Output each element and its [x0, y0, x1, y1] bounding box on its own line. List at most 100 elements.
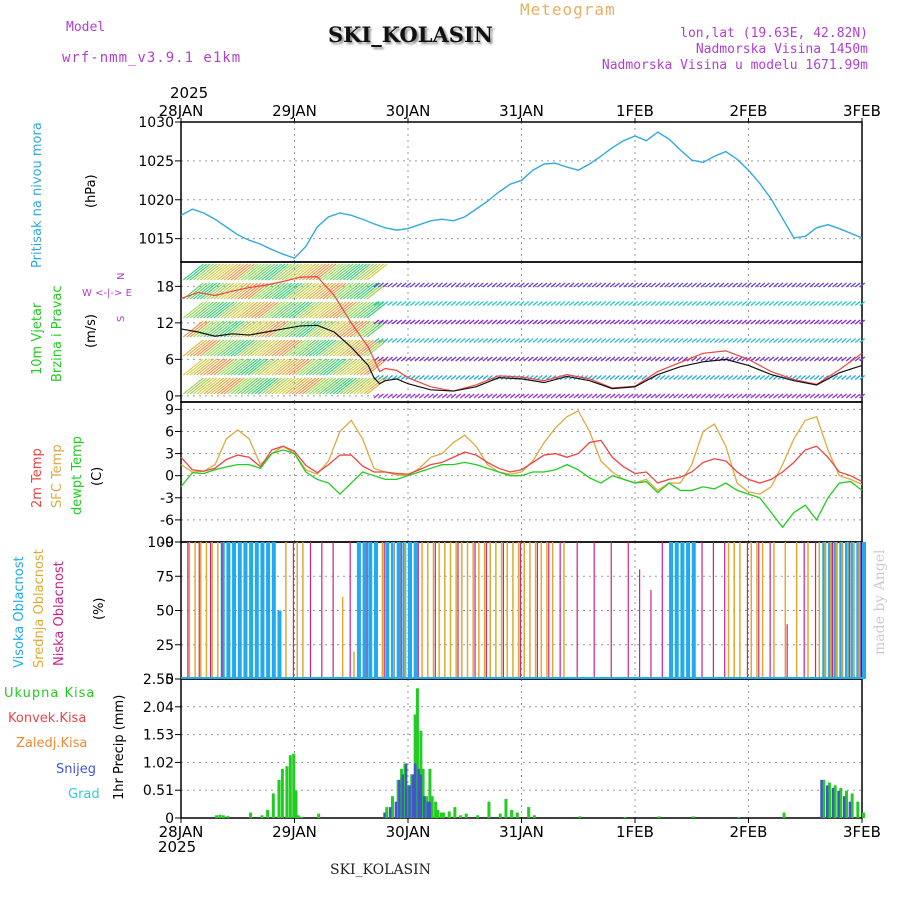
- wind-barb: [223, 263, 245, 281]
- y-tick-label: 1020: [138, 193, 174, 209]
- wind-barb: [536, 337, 543, 344]
- wind-barb: [632, 374, 639, 381]
- wind-barb: [189, 301, 211, 319]
- wind-barb: [237, 358, 259, 376]
- wind-barb: [750, 374, 757, 381]
- cloud-mid-bar: [540, 542, 543, 679]
- wind-barb: [391, 300, 398, 307]
- wind-barb: [428, 393, 434, 399]
- wind-barb: [240, 301, 262, 319]
- wind-barb: [189, 320, 211, 338]
- wind-barb: [366, 377, 388, 395]
- wind-barb: [582, 319, 589, 325]
- wind-barb: [659, 282, 666, 288]
- wind-barb: [342, 263, 364, 281]
- wind-barb: [251, 377, 272, 395]
- wind-barb: [418, 356, 425, 362]
- wind-barb: [244, 377, 265, 395]
- wind-barb: [668, 337, 675, 344]
- precip-total-bar: [850, 793, 854, 818]
- wind-barb: [423, 282, 430, 288]
- wind-barb: [650, 393, 657, 399]
- wind-barb: [841, 356, 847, 362]
- wind-barb: [677, 393, 684, 399]
- wind-barb: [193, 263, 214, 281]
- wind-barb: [496, 282, 502, 288]
- cloud-mid-bar: [404, 542, 406, 679]
- wind-barb: [189, 263, 211, 281]
- wind-barb: [329, 282, 351, 300]
- cloud-low-bar: [650, 589, 652, 679]
- y-tick-label: 6: [165, 424, 174, 440]
- wind-barb: [509, 356, 516, 362]
- wind-barb: [768, 282, 775, 288]
- wind-barb: [414, 300, 421, 307]
- y-tick-label: 1.02: [143, 755, 174, 771]
- wind-barb: [641, 300, 648, 307]
- wind-barb: [536, 282, 543, 288]
- cloud-mid-bar: [427, 542, 429, 679]
- wind-barb: [627, 319, 634, 325]
- wind-barb: [237, 377, 259, 395]
- wind-barb: [686, 374, 693, 381]
- cloud-low-bar: [860, 542, 862, 679]
- precip-total-bar: [280, 768, 284, 818]
- wind-barb: [641, 356, 648, 362]
- wind-barb: [193, 358, 214, 376]
- wind-barb: [695, 356, 702, 362]
- wind-barb: [302, 301, 323, 319]
- x-label-top: 1FEB: [616, 102, 654, 120]
- precip-total-bar: [453, 807, 457, 818]
- wind-barb: [339, 320, 361, 338]
- wind-barb: [261, 263, 282, 281]
- wind-barb: [763, 282, 770, 288]
- wind-barb: [541, 337, 548, 344]
- wind-barb: [237, 301, 259, 319]
- wind-barb: [718, 282, 725, 288]
- wind-barb: [704, 356, 711, 362]
- wind-barb: [193, 339, 214, 357]
- wind-barb: [332, 377, 354, 395]
- wind-barb: [441, 337, 448, 344]
- cloud-mid-bar: [512, 542, 514, 679]
- wind-barb: [754, 356, 761, 362]
- wind-barb: [291, 263, 313, 281]
- wind-barb: [568, 356, 575, 362]
- wind-barb: [220, 320, 242, 338]
- wind-barb: [274, 339, 296, 357]
- wind-barb: [223, 339, 245, 357]
- wind-barb: [336, 339, 357, 357]
- wind-barb: [356, 320, 378, 338]
- wind-barb: [677, 282, 684, 288]
- wind-barb: [732, 300, 739, 307]
- x-label-bottom: 2FEB: [730, 823, 768, 841]
- wind-barb: [186, 358, 208, 376]
- precip-snow-bar: [388, 807, 392, 818]
- wind-barb: [315, 339, 337, 357]
- wind-barb: [342, 377, 364, 395]
- wind-barb: [795, 300, 802, 307]
- precip-total-bar: [434, 801, 438, 818]
- wind-barb: [274, 301, 296, 319]
- wind-barb: [636, 374, 643, 381]
- precip-snow-bar: [413, 763, 417, 818]
- wind-barb: [182, 320, 204, 338]
- wind-barb: [437, 282, 443, 288]
- wind-barb: [308, 320, 330, 338]
- wind-barb: [600, 282, 607, 288]
- wind-barb: [271, 377, 293, 395]
- x-label-top: 28JAN: [159, 102, 204, 120]
- cloud-low-bar: [724, 542, 726, 679]
- wind-barb: [268, 320, 289, 338]
- wind-barb: [247, 339, 269, 357]
- cloud-mid-bar: [438, 542, 440, 679]
- wind-barb: [823, 319, 829, 325]
- wind-barb: [832, 319, 838, 325]
- wind-barb: [418, 300, 425, 307]
- wind-barb: [230, 377, 252, 395]
- wind-barb: [505, 300, 512, 307]
- wind-barb: [305, 377, 327, 395]
- wind-barb: [315, 377, 337, 395]
- wind-barb: [322, 377, 344, 395]
- wind-barb: [659, 300, 666, 307]
